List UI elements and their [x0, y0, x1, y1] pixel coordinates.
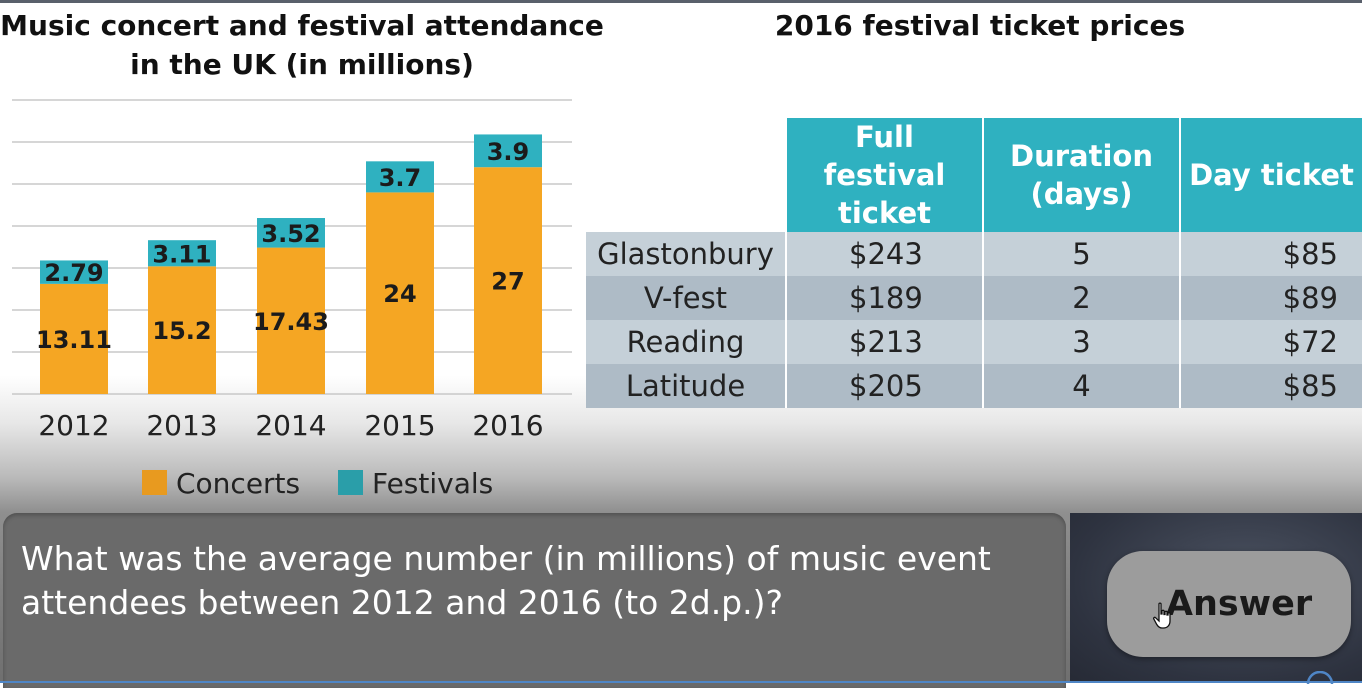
- bar-festivals: [474, 134, 542, 168]
- legend-label: Concerts: [176, 467, 300, 500]
- full-ticket-price: $205: [785, 364, 983, 408]
- table-row: Reading $213 3 $72: [586, 320, 1362, 364]
- bar-festivals: [148, 240, 216, 267]
- full-ticket-price: $243: [785, 232, 983, 276]
- bar-concerts: [366, 192, 434, 394]
- day-ticket-price: $89: [1179, 276, 1362, 320]
- festival-name: Reading: [586, 320, 786, 364]
- x-tick-label: 2015: [364, 409, 435, 442]
- header-full-ticket: Full festival ticket: [785, 118, 983, 232]
- hand-pointer-icon: [1153, 602, 1171, 629]
- festival-name: V-fest: [586, 276, 786, 320]
- table-header-row: Full festival ticket Duration (days) Day…: [586, 118, 1362, 232]
- bar-festivals: [40, 260, 108, 284]
- day-ticket-price: $85: [1179, 364, 1362, 408]
- label-festivals: 3.52: [261, 220, 320, 248]
- x-tick-label: 2012: [38, 409, 109, 442]
- bar-festivals: [257, 218, 325, 248]
- legend-label: Festivals: [372, 467, 493, 500]
- full-ticket-price: $213: [785, 320, 983, 364]
- legend-swatch: [338, 470, 363, 495]
- bottom-border: [0, 681, 1362, 683]
- full-ticket-price: $189: [785, 276, 983, 320]
- label-concerts: 17.43: [253, 308, 329, 336]
- table-row: Latitude $205 4 $85: [586, 364, 1362, 408]
- header-duration: Duration (days): [982, 118, 1180, 232]
- festival-name: Glastonbury: [586, 232, 786, 276]
- day-ticket-price: $72: [1179, 320, 1362, 364]
- festival-name: Latitude: [586, 364, 786, 408]
- question-panel: What was the average number (in millions…: [3, 513, 1066, 688]
- duration-days: 3: [982, 320, 1180, 364]
- x-tick-label: 2016: [472, 409, 543, 442]
- bar-concerts: [40, 283, 108, 394]
- duration-days: 5: [982, 232, 1180, 276]
- x-tick-label: 2014: [255, 409, 326, 442]
- scroll-indicator-icon: [1306, 671, 1334, 685]
- duration-days: 2: [982, 276, 1180, 320]
- x-tick-label: 2013: [146, 409, 217, 442]
- answer-button[interactable]: Answer: [1107, 551, 1351, 657]
- answer-button-label: Answer: [1165, 584, 1313, 624]
- bar-concerts: [474, 167, 542, 394]
- bar-concerts: [148, 266, 216, 394]
- day-ticket-price: $85: [1179, 232, 1362, 276]
- header-day-ticket: Day ticket: [1179, 118, 1362, 232]
- table-corner-cell: [586, 118, 786, 232]
- table-title: 2016 festival ticket prices: [774, 9, 1186, 42]
- label-festivals: 3.7: [379, 164, 422, 192]
- label-concerts: 24: [383, 280, 416, 308]
- ticket-price-table: Full festival ticket Duration (days) Day…: [586, 118, 1362, 408]
- bar-concerts: [257, 247, 325, 394]
- legend-swatch: [142, 470, 167, 495]
- bar-festivals: [366, 161, 434, 193]
- table-row: Glastonbury $243 5 $85: [586, 232, 1362, 276]
- table-row: V-fest $189 2 $89: [586, 276, 1362, 320]
- label-festivals: 2.79: [44, 259, 103, 287]
- question-text: What was the average number (in millions…: [21, 537, 1021, 625]
- chart-title: Music concert and festival attendance in…: [0, 9, 604, 81]
- label-concerts: 27: [491, 268, 524, 296]
- top-bar: [0, 0, 1362, 3]
- label-festivals: 3.11: [152, 240, 211, 268]
- label-concerts: 15.2: [152, 317, 211, 345]
- label-concerts: 13.11: [36, 326, 112, 354]
- attendance-chart: 2.79 13.11 3.11 15.2 3.52 17.43 3.7 24 3.9 27 201…: [12, 99, 572, 500]
- duration-days: 4: [982, 364, 1180, 408]
- question-line-1: What was the average number (in millions…: [21, 539, 991, 578]
- question-line-2: attendees between 2012 and 2016 (to 2d.p…: [21, 583, 784, 622]
- label-festivals: 3.9: [487, 138, 530, 166]
